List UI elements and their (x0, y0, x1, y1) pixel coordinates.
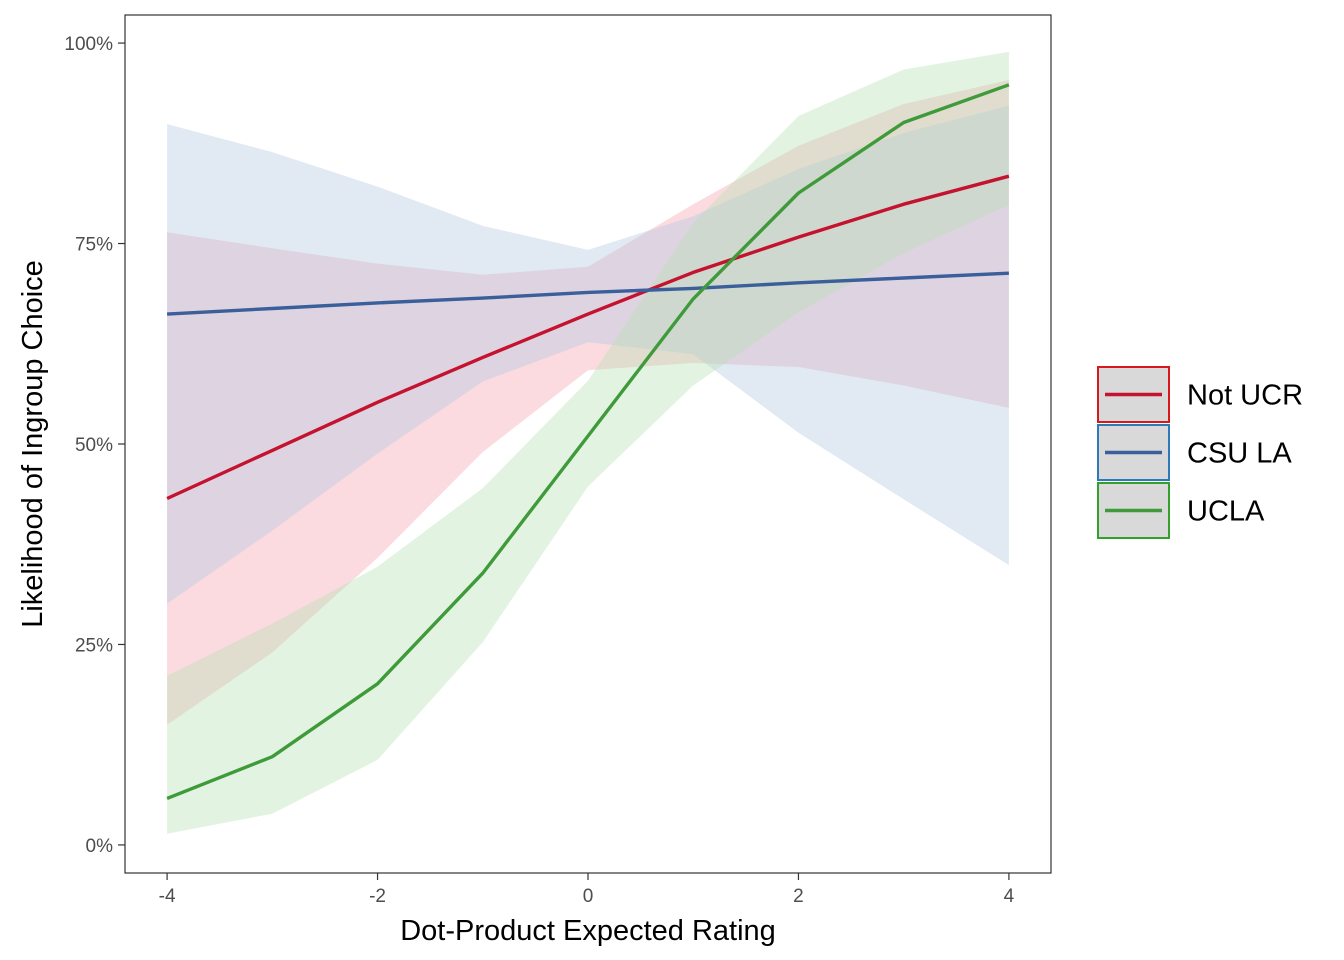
legend-label-ucla: UCLA (1187, 496, 1265, 528)
series-line-not-ucr (166, 174, 1010, 501)
y-tick-label: 25% (75, 635, 113, 656)
y-axis-title: Likelihood of Ingroup Choice (17, 260, 49, 628)
x-tick-label: 0 (583, 886, 594, 907)
confidence-bands (167, 51, 1009, 834)
series-line-ucla (166, 83, 1010, 800)
x-tick-label: 4 (1004, 886, 1015, 907)
confidence-band-csu-la (167, 105, 1009, 604)
y-axis: 0% 25% 50% 75% 100% (64, 34, 125, 857)
x-tick-label: 2 (793, 886, 804, 907)
legend-label-csu-la: CSU LA (1187, 438, 1292, 470)
x-tick-label: -2 (369, 886, 386, 907)
confidence-band-not-ucr (167, 80, 1009, 725)
confidence-band-ucla (167, 51, 1009, 834)
y-tick-label: 0% (86, 836, 114, 857)
x-tick-label: -4 (159, 886, 176, 907)
legend-item-csu-la: CSU LA (1097, 424, 1292, 481)
legend-item-ucla: UCLA (1097, 482, 1265, 539)
legend-item-not-ucr: Not UCR (1097, 366, 1303, 423)
x-axis: -4 -2 0 2 4 (159, 873, 1015, 907)
y-tick-label: 75% (75, 235, 113, 256)
y-tick-label: 100% (64, 34, 113, 55)
x-axis-title: Dot-Product Expected Rating (400, 915, 776, 947)
series-line-csu-la (167, 271, 1009, 316)
legend-label-not-ucr: Not UCR (1187, 380, 1303, 412)
y-tick-label: 50% (75, 435, 113, 456)
legend: Not UCR CSU LA UCLA (1097, 366, 1303, 539)
series-lines (166, 83, 1010, 800)
